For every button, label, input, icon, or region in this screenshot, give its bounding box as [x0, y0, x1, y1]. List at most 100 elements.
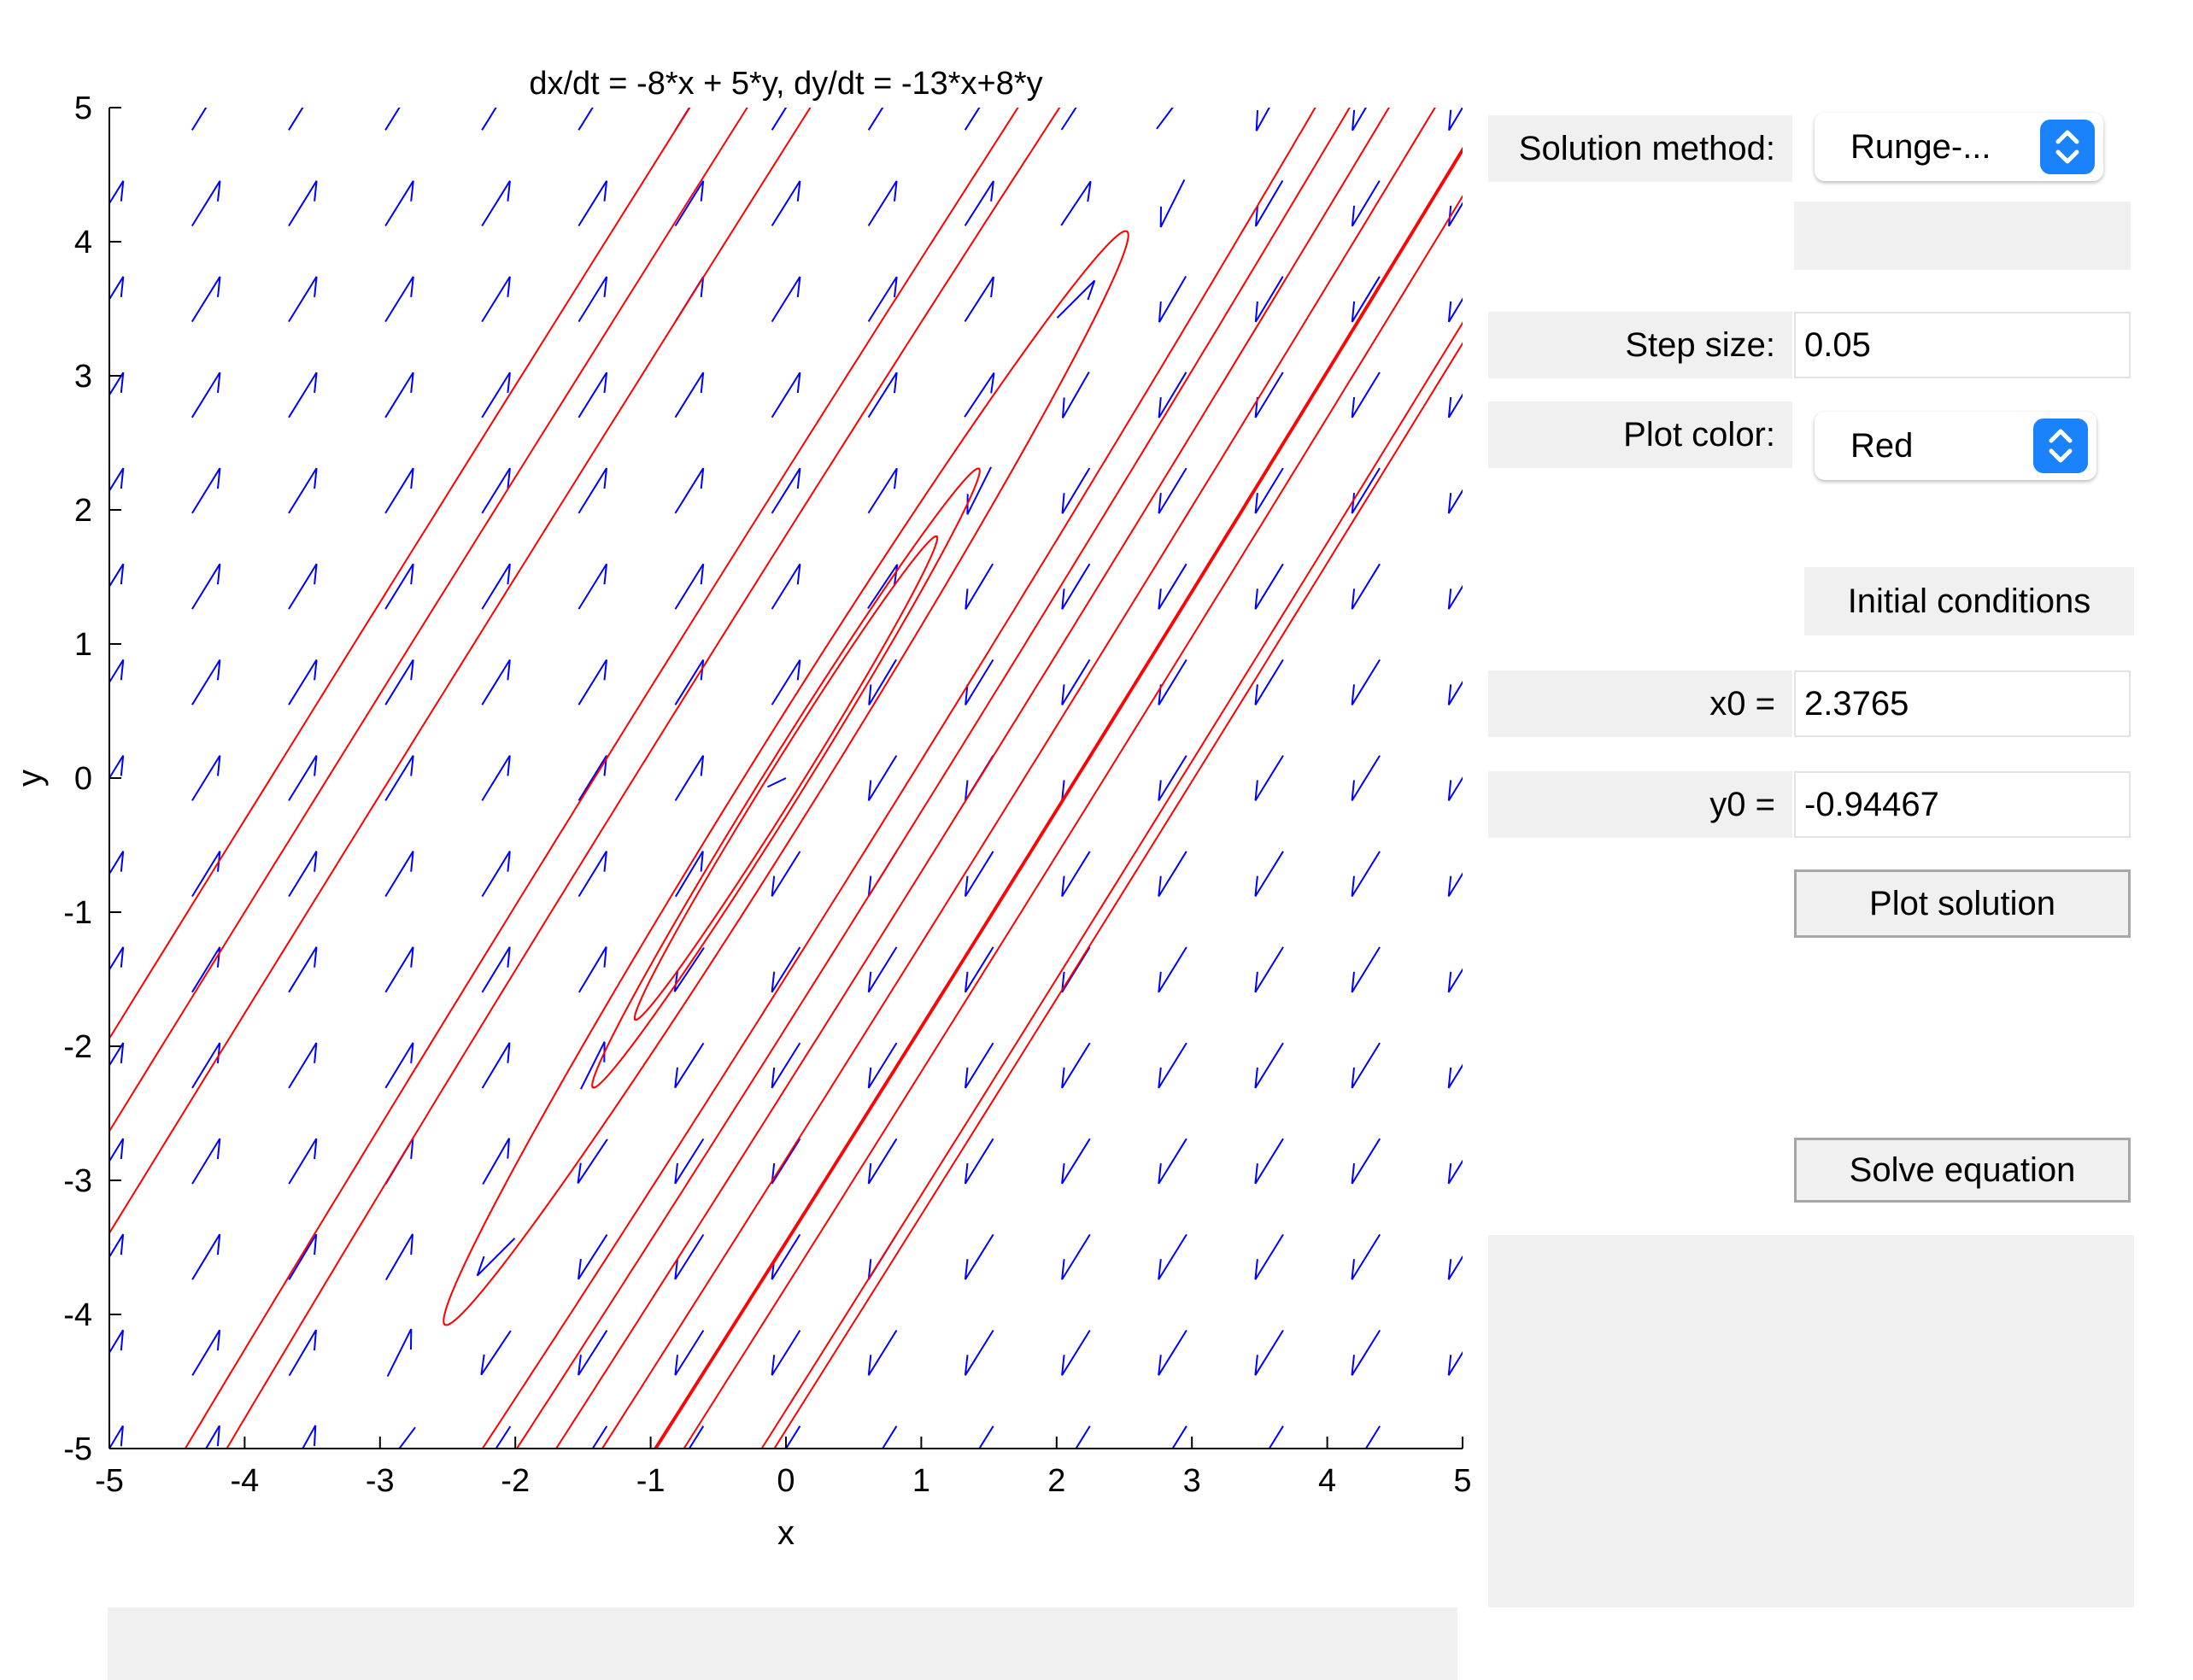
chart-title: dx/dt = -8*x + 5*y, dy/dt = -13*x+8*y — [529, 66, 1042, 102]
field-arrow — [1254, 755, 1284, 801]
x-tick-label: -5 — [95, 1463, 124, 1499]
field-arrow — [109, 1042, 125, 1068]
field-arrow — [766, 777, 787, 788]
field-arrow — [578, 372, 608, 419]
field-arrow — [1351, 180, 1381, 227]
field-arrow — [302, 1425, 317, 1449]
field-arrow — [384, 659, 414, 705]
field-arrow — [1448, 108, 1463, 132]
field-arrow — [109, 467, 125, 493]
field-arrow — [1255, 108, 1270, 132]
field-arrow — [1062, 372, 1090, 419]
field-arrow — [867, 180, 898, 226]
field-arrow — [867, 108, 884, 131]
field-arrow — [867, 564, 899, 610]
solution-curve — [653, 146, 1463, 1449]
field-arrow — [109, 372, 125, 397]
field-arrow — [591, 1425, 608, 1449]
x0-input[interactable]: 2.3765 — [1794, 670, 2131, 737]
x0-label: x0 = — [1488, 670, 1792, 737]
field-arrow — [1448, 202, 1463, 227]
solution-curve — [515, 108, 1351, 1449]
field-arrow — [578, 180, 608, 227]
field-arrow — [481, 108, 497, 131]
field-arrow — [867, 372, 898, 419]
x-tick-label: 0 — [777, 1463, 795, 1499]
x-ticks: -5 -4 -3 -2 -1 0 1 2 3 4 5 — [95, 1437, 1472, 1499]
field-arrow — [1254, 1042, 1284, 1089]
field-arrow — [1447, 872, 1463, 898]
field-arrow — [1447, 776, 1463, 801]
field-arrow — [384, 276, 414, 323]
field-arrow — [191, 755, 221, 801]
solution-curve — [601, 108, 1436, 1449]
field-arrow — [1158, 1329, 1187, 1376]
field-arrow — [867, 1138, 898, 1185]
field-arrow — [578, 1234, 608, 1280]
y-tick-label: 0 — [74, 761, 92, 797]
field-arrow — [204, 1425, 220, 1449]
field-arrow — [964, 1138, 994, 1185]
field-arrow — [674, 180, 705, 227]
field-arrow — [673, 946, 705, 992]
field-arrow — [674, 1233, 705, 1280]
field-arrow — [288, 1138, 318, 1185]
field-arrow — [771, 372, 801, 419]
field-arrow — [481, 851, 511, 898]
field-arrow — [384, 1233, 413, 1281]
field-arrow — [1447, 489, 1463, 514]
field-arrow — [966, 466, 992, 515]
field-arrow — [578, 276, 608, 323]
solve-equation-button[interactable]: Solve equation — [1794, 1138, 2131, 1203]
field-arrow — [578, 563, 607, 610]
field-arrow — [481, 659, 511, 705]
field-arrow — [1254, 467, 1284, 514]
solution-curve — [109, 108, 691, 1040]
field-arrow — [288, 1233, 318, 1280]
field-arrow — [771, 1042, 801, 1089]
field-arrow — [288, 276, 318, 323]
field-arrow — [1061, 851, 1091, 898]
field-arrow — [1254, 1138, 1284, 1185]
solution-curve — [443, 230, 1129, 1326]
field-arrow — [1061, 563, 1091, 610]
y-tick-label: 1 — [74, 627, 92, 663]
field-arrow — [867, 1042, 898, 1089]
plot-solution-button[interactable]: Plot solution — [1794, 869, 2131, 938]
solution-curve — [633, 536, 939, 1021]
field-arrow — [965, 659, 994, 705]
solution-curve — [109, 108, 812, 1235]
y0-input[interactable]: -0.94467 — [1794, 771, 2131, 838]
plot-color-dropdown[interactable]: Red — [1815, 412, 2096, 480]
field-arrow — [867, 946, 898, 993]
field-arrow — [1351, 1329, 1381, 1376]
x-tick-label: 1 — [912, 1463, 930, 1499]
field-arrow — [674, 1042, 705, 1089]
field-arrow — [384, 563, 414, 610]
field-arrow — [386, 1328, 413, 1378]
direction-field — [109, 108, 1463, 1449]
field-arrow — [1364, 1425, 1381, 1449]
field-arrow — [384, 108, 401, 131]
field-arrow — [578, 755, 607, 801]
plot-color-value: Red — [1850, 426, 1914, 465]
y-tick-label: -2 — [63, 1029, 92, 1065]
field-arrow — [1447, 1159, 1463, 1185]
solution-method-dropdown[interactable]: Runge-... — [1815, 113, 2103, 181]
bottom-status-bar — [108, 1607, 1457, 1680]
field-arrow — [674, 659, 705, 705]
y-tick-label: 5 — [74, 91, 92, 126]
field-arrow — [109, 563, 125, 588]
y-tick-label: 2 — [74, 493, 92, 529]
step-size-label: Step size: — [1488, 312, 1792, 378]
field-arrow — [481, 372, 511, 419]
field-arrow — [1351, 755, 1381, 801]
step-size-input[interactable]: 0.05 — [1794, 312, 2131, 378]
field-arrow — [109, 1425, 124, 1449]
solution-method-label: Solution method: — [1488, 115, 1792, 182]
field-arrow — [191, 276, 221, 323]
x-tick-label: -1 — [636, 1463, 666, 1499]
field-arrow — [288, 659, 318, 705]
field-arrow — [1254, 276, 1284, 323]
field-arrow — [1351, 276, 1381, 323]
